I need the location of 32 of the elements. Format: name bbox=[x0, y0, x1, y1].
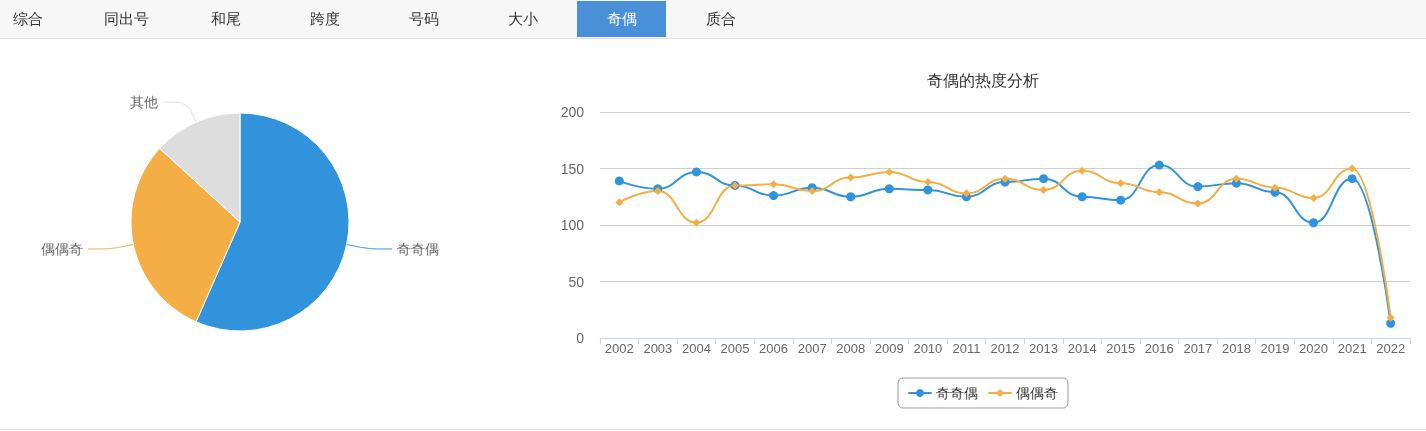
x-tick-label: 2017 bbox=[1183, 341, 1213, 356]
x-tick-label: 2002 bbox=[604, 341, 634, 356]
x-tick-label: 2005 bbox=[720, 341, 750, 356]
x-tick-label: 2013 bbox=[1029, 341, 1059, 356]
chart-title: 奇偶的热度分析 bbox=[927, 71, 1039, 89]
x-tick-label: 2010 bbox=[913, 341, 943, 356]
x-tick-label: 2011 bbox=[952, 341, 981, 356]
x-tick-label: 2018 bbox=[1221, 341, 1251, 356]
x-tick-label: 2014 bbox=[1067, 341, 1097, 356]
y-tick-label: 150 bbox=[560, 160, 585, 177]
x-tick-label: 2016 bbox=[1144, 341, 1174, 356]
y-tick-label: 100 bbox=[560, 217, 585, 233]
y-tick-label: 200 bbox=[560, 104, 585, 120]
x-tick-label: 2020 bbox=[1299, 341, 1329, 356]
x-tick-label: 2003 bbox=[643, 341, 673, 356]
x-tick-label: 2009 bbox=[874, 341, 904, 356]
x-tick-label: 2012 bbox=[990, 341, 1020, 356]
legend-label: 偶偶奇 bbox=[1016, 385, 1058, 401]
slice-label: 奇奇偶 bbox=[397, 240, 440, 257]
x-tick-label: 2008 bbox=[836, 341, 866, 356]
y-tick-label: 50 bbox=[568, 273, 585, 290]
x-tick-label: 2015 bbox=[1106, 341, 1136, 356]
y-tick-label: 0 bbox=[576, 330, 585, 346]
x-tick-label: 2004 bbox=[681, 341, 711, 356]
x-tick-label: 2019 bbox=[1260, 341, 1290, 356]
slice-label: 其他 bbox=[130, 94, 159, 111]
x-tick-label: 2007 bbox=[797, 341, 827, 356]
x-tick-label: 2006 bbox=[759, 341, 789, 356]
x-tick-label: 2022 bbox=[1376, 341, 1406, 356]
legend-label: 奇奇偶 bbox=[936, 385, 978, 401]
slice-label: 偶偶奇 bbox=[40, 240, 83, 257]
x-tick-label: 2021 bbox=[1337, 341, 1367, 356]
